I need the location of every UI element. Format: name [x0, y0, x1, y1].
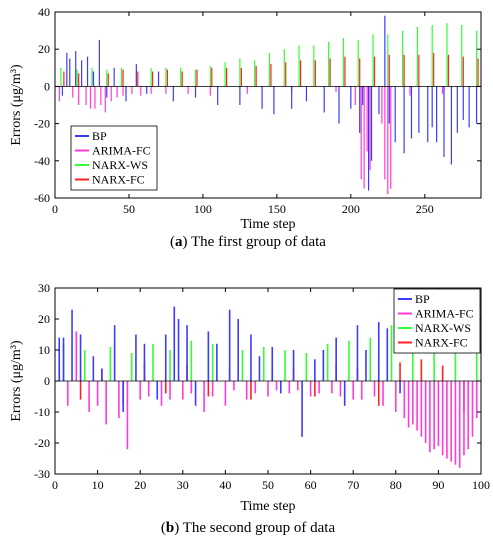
x-tick-label: 20 [134, 478, 146, 492]
x-tick-label: 0 [52, 202, 58, 216]
legend-label-arima-fc: ARIMA-FC [415, 307, 474, 321]
y-tick-label: 0 [44, 374, 50, 388]
chart-panel-b: 0 10 20 30 40 50 60 70 80 90 100 -30 -20 -10 0 10 20 30 Ti… [9, 281, 490, 536]
panel-caption: (b) The second group of data [161, 520, 336, 536]
x-axis-label: Time step [240, 217, 295, 232]
x-tick-label: 100 [472, 478, 490, 492]
x-tick-label: 50 [262, 478, 274, 492]
x-tick-label: 60 [305, 478, 317, 492]
legend-label-narx-ws: NARX-WS [415, 321, 471, 335]
y-axis-label: Errors (μg/m³) [9, 64, 24, 146]
x-tick-label: 70 [347, 478, 359, 492]
series-narx-fc-bars [63, 52, 479, 87]
y-tick-label: 20 [38, 42, 50, 56]
legend-label-narx-ws: NARX-WS [92, 158, 148, 172]
y-axis-label: Errors (μg/m³) [9, 340, 24, 422]
series-arima-fc-bars [66, 331, 478, 468]
y-tick-label: -40 [34, 154, 50, 168]
x-tick-label: 30 [177, 478, 189, 492]
x-tick-label: 200 [342, 202, 360, 216]
series-narx-fc-bars [58, 359, 465, 412]
x-tick-label: 10 [92, 478, 104, 492]
x-tick-label: 50 [123, 202, 135, 216]
y-tick-label: 20 [38, 312, 50, 326]
y-tick-label: 30 [38, 281, 50, 295]
panel-caption: (a) The first group of data [170, 234, 326, 250]
legend-label-narx-fc: NARX-FC [92, 173, 145, 187]
y-tick-label: -20 [34, 436, 50, 450]
y-tick-label: -60 [34, 191, 50, 205]
x-tick-label: 0 [52, 478, 58, 492]
y-tick-label: 10 [38, 343, 50, 357]
x-tick-label: 40 [219, 478, 231, 492]
y-tick-label: -10 [34, 405, 50, 419]
x-tick-label: 90 [432, 478, 444, 492]
plot-frame [54, 11, 482, 199]
legend-label-arima-fc: ARIMA-FC [92, 144, 151, 158]
y-tick-label: -20 [34, 117, 50, 131]
series-arima-fc-bars [58, 86, 444, 195]
legend-label-bp: BP [415, 292, 430, 306]
chart-panel-a: 0 50 100 150 200 250 -60 -40 -20 0 20 40 Time step Er… [9, 5, 482, 250]
x-tick-label: 100 [194, 202, 212, 216]
y-tick-label: 0 [44, 79, 50, 93]
x-tick-label: 250 [416, 202, 434, 216]
x-tick-label: 150 [268, 202, 286, 216]
series-bp-bars [58, 306, 401, 437]
y-tick-label: 40 [38, 5, 50, 19]
series-bp-bars [61, 15, 478, 191]
legend-label-narx-fc: NARX-FC [415, 336, 468, 350]
y-tick-label: -30 [34, 467, 50, 481]
x-axis-label: Time step [240, 499, 295, 514]
x-tick-label: 80 [390, 478, 402, 492]
legend-label-bp: BP [92, 129, 107, 143]
